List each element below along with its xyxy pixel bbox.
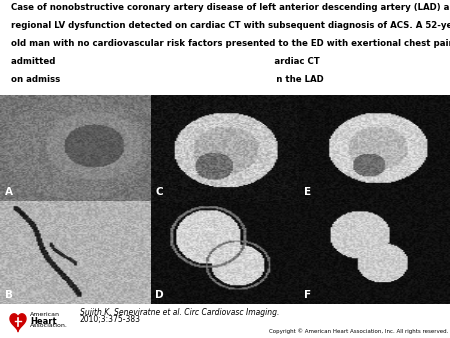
Text: regional LV dysfunction detected on cardiac CT with subsequent diagnosis of ACS.: regional LV dysfunction detected on card… [11, 21, 450, 30]
Text: Sujith K. Seneviratne et al. Circ Cardiovasc Imaging.: Sujith K. Seneviratne et al. Circ Cardio… [80, 308, 279, 317]
Text: B: B [4, 290, 13, 300]
Text: Case of nonobstructive coronary artery disease of left anterior descending arter: Case of nonobstructive coronary artery d… [11, 3, 450, 12]
Text: Association.: Association. [30, 323, 68, 328]
Polygon shape [10, 314, 26, 332]
Text: on admiss                                                                       : on admiss [11, 75, 324, 84]
Text: admitted                                                                        : admitted [11, 57, 320, 66]
Text: E: E [304, 187, 311, 197]
Text: Copyright © American Heart Association, Inc. All rights reserved.: Copyright © American Heart Association, … [269, 329, 448, 334]
Text: American: American [30, 312, 60, 317]
Text: F: F [304, 290, 311, 300]
Text: Heart: Heart [30, 317, 57, 326]
Text: old man with no cardiovascular risk factors presented to the ED with exertional : old man with no cardiovascular risk fact… [11, 39, 450, 48]
Text: 2010;3:375-383: 2010;3:375-383 [80, 315, 141, 324]
Text: D: D [155, 290, 164, 300]
Text: C: C [155, 187, 163, 197]
Text: A: A [4, 187, 13, 197]
